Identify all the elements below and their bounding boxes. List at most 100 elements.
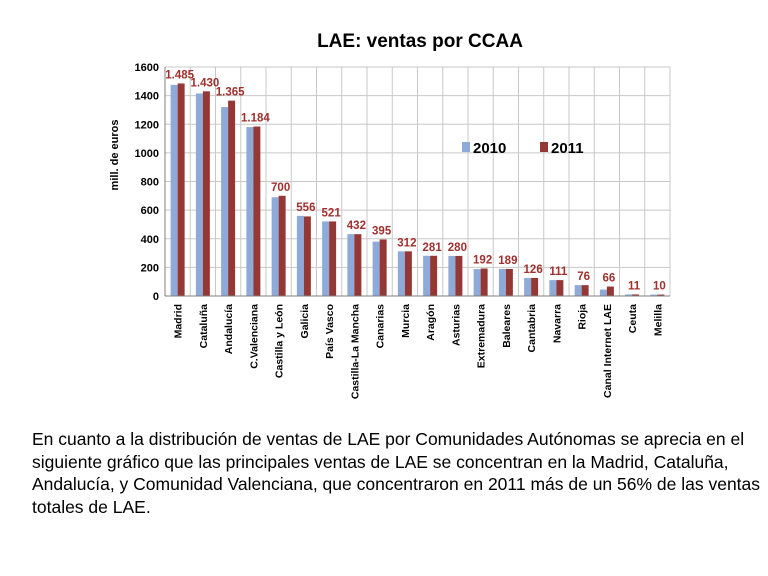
bar-2011-14 — [531, 277, 539, 296]
bar-2011-7 — [354, 234, 362, 296]
bar-2010-11 — [448, 255, 456, 296]
bars — [170, 83, 665, 297]
data-label: 281 — [423, 242, 443, 254]
bar-2010-7 — [347, 234, 355, 296]
data-label: 1.365 — [216, 87, 245, 99]
category-label: Cantabria — [526, 304, 538, 353]
bar-2010-1 — [195, 93, 203, 297]
bar-2010-17 — [599, 289, 607, 296]
category-label: Murcia — [400, 304, 412, 338]
category-label: Galicia — [299, 304, 311, 339]
data-label: 126 — [524, 264, 543, 276]
bar-2011-15 — [556, 280, 564, 296]
y-axis-label: mill. de euros — [109, 120, 121, 191]
data-label: 189 — [498, 255, 517, 267]
axes — [164, 67, 670, 297]
legend-label-2010: 2010 — [473, 140, 506, 157]
category-label: Castilla y León — [274, 304, 286, 378]
data-label: 700 — [271, 182, 290, 194]
data-label: 280 — [448, 242, 467, 254]
data-label: 521 — [322, 207, 342, 219]
category-label: Madrid — [173, 304, 185, 338]
bar-2011-18 — [632, 294, 640, 296]
y-tick-label: 800 — [141, 177, 159, 189]
y-tick-label: 1200 — [135, 119, 159, 131]
bar-2010-13 — [498, 268, 506, 296]
data-label: 66 — [602, 273, 615, 285]
category-label: Rioja — [577, 304, 589, 330]
data-label: 1.430 — [190, 77, 219, 89]
bar-2010-19 — [650, 294, 658, 296]
bar-2010-9 — [397, 251, 405, 296]
bar-2011-11 — [455, 255, 463, 296]
bar-2010-6 — [322, 221, 330, 296]
data-label: 312 — [397, 237, 416, 249]
category-label: Extremadura — [476, 304, 488, 368]
bar-2010-4 — [271, 197, 279, 296]
bar-2010-16 — [574, 285, 582, 296]
data-label: 556 — [296, 202, 315, 214]
category-label: C.Valenciana — [248, 304, 260, 369]
bar-2011-8 — [379, 239, 387, 296]
bar-2010-8 — [372, 241, 380, 296]
category-label: Canal Internet LAE — [602, 304, 614, 398]
bar-2010-10 — [423, 255, 431, 296]
bar-2010-14 — [524, 277, 532, 296]
y-tick-label: 600 — [141, 205, 159, 217]
bar-2010-0 — [170, 84, 178, 296]
category-label: Cataluña — [198, 304, 210, 349]
bar-2010-12 — [473, 269, 481, 296]
data-label: 111 — [549, 266, 568, 278]
bar-2011-9 — [404, 251, 412, 296]
category-label: Canarias — [375, 304, 387, 349]
bar-2011-5 — [303, 216, 311, 296]
data-label: 395 — [372, 225, 392, 237]
bar-2010-3 — [246, 127, 254, 296]
y-tick-label: 1600 — [135, 62, 159, 74]
bar-2010-18 — [625, 294, 633, 296]
data-label: 1.184 — [241, 113, 270, 125]
y-tick-label: 200 — [141, 262, 159, 274]
category-label: Navarra — [551, 304, 563, 343]
legend-swatch-2011 — [540, 142, 548, 152]
chart-title: LAE: ventas por CCAA — [317, 31, 523, 52]
bar-2011-2 — [228, 100, 236, 297]
legend-swatch-2010 — [462, 142, 470, 152]
y-axis-ticks: 0 200 400 600 800 1000 1200 1400 1600 — [135, 62, 159, 303]
bar-2011-19 — [657, 294, 665, 296]
data-label: 1.485 — [165, 69, 194, 81]
bar-2011-0 — [177, 83, 185, 296]
gridlines — [164, 66, 671, 297]
data-label: 192 — [473, 255, 492, 267]
category-labels: Madrid Cataluña Andalucía C.Valenciana Casti… — [173, 304, 665, 399]
data-label: 76 — [577, 271, 590, 283]
data-label: 11 — [628, 280, 641, 292]
bar-chart: LAE: ventas por CCAA 0 200 400 600 800 1000 12… — [109, 31, 671, 399]
bar-2010-5 — [296, 215, 304, 296]
data-label: 432 — [347, 220, 366, 232]
bar-2011-4 — [278, 195, 286, 296]
data-label: 10 — [653, 281, 666, 293]
bar-2011-17 — [606, 286, 614, 296]
bar-2011-12 — [480, 268, 488, 296]
bar-2011-16 — [581, 285, 589, 296]
y-tick-label: 1000 — [135, 148, 159, 160]
y-tick-label: 400 — [141, 234, 159, 246]
category-label: Asturias — [450, 304, 462, 346]
legend-label-2011: 2011 — [551, 140, 584, 157]
category-label: Melilla — [652, 304, 664, 336]
bar-2010-15 — [549, 280, 557, 296]
category-label: Baleares — [501, 304, 513, 348]
bar-2011-13 — [505, 268, 513, 296]
bar-2011-6 — [329, 221, 337, 296]
bar-2011-3 — [253, 126, 261, 296]
legend: 2010 2011 — [462, 140, 584, 157]
bar-2011-1 — [202, 91, 210, 296]
bar-2010-2 — [221, 107, 229, 296]
y-tick-label: 0 — [153, 291, 159, 303]
category-label: Andalucía — [223, 304, 235, 354]
y-tick-label: 1400 — [135, 91, 159, 103]
category-label: Ceuta — [627, 304, 639, 333]
category-label: Aragón — [425, 304, 437, 341]
